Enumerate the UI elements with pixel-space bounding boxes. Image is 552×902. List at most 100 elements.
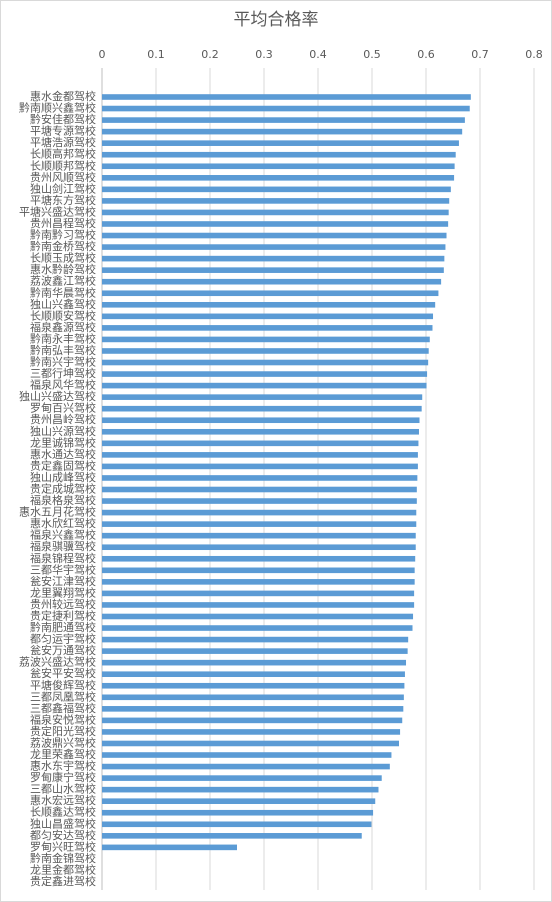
bar [102, 648, 408, 654]
bar [102, 763, 390, 770]
bar [102, 325, 433, 331]
y-tick-label: 龙里诚锦驾校 [30, 435, 96, 449]
bar [102, 475, 418, 481]
y-tick-label: 惠水通达驾校 [30, 447, 96, 461]
bar [102, 359, 429, 366]
bar [102, 244, 446, 250]
y-tick-label: 黔南黔习驾校 [30, 228, 96, 242]
y-tick-label: 平塘专源驾校 [30, 124, 96, 138]
y-tick-label: 三都华宇驾校 [30, 562, 96, 576]
bar [102, 336, 430, 343]
y-tick-label: 龙里翼翔驾校 [30, 585, 96, 599]
bar [102, 301, 436, 308]
bar [102, 590, 415, 597]
bar [102, 786, 379, 793]
bar [102, 267, 444, 273]
y-tick-label: 独山剑江驾校 [30, 181, 96, 195]
chart-title: 平均合格率 [234, 10, 319, 30]
y-tick-label: 惠水宏远驾校 [30, 793, 96, 807]
bar [102, 163, 455, 170]
y-tick-label: 平塘浩源驾校 [30, 135, 96, 149]
y-tick-label: 惠水东宇驾校 [30, 759, 96, 773]
y-tick-label: 荔波鼎兴驾校 [30, 735, 96, 749]
bar [102, 405, 422, 412]
y-tick-label: 黔南兴宇驾校 [30, 355, 96, 369]
y-tick-label: 龙里荣鑫驾校 [30, 747, 96, 761]
x-tick-label: 0.8 [525, 48, 543, 61]
bar [102, 278, 442, 285]
y-tick-label: 荔波兴盛达驾校 [19, 655, 96, 669]
y-tick-label: 贵州昌岭驾校 [30, 412, 96, 426]
bar [102, 371, 428, 377]
y-tick-label: 贵定阳光驾校 [30, 724, 96, 738]
bar [102, 209, 449, 216]
y-tick-label: 贵定成城驾校 [30, 482, 96, 496]
bar [102, 175, 455, 181]
bar [102, 613, 414, 620]
bar [102, 128, 463, 135]
y-tick-label: 三都鑫福驾校 [30, 701, 96, 715]
y-tick-label: 惠水五月花驾校 [19, 505, 96, 519]
y-tick-label: 瓮安江津驾校 [30, 574, 96, 588]
bar [102, 382, 427, 389]
bar [102, 221, 449, 227]
y-tick-label: 三都凤凰驾校 [30, 689, 96, 703]
y-tick-label: 都匀运宇驾校 [30, 632, 96, 646]
y-tick-label: 福泉格泉驾校 [30, 493, 96, 507]
bar [102, 509, 417, 516]
bar [102, 117, 465, 123]
bar [102, 602, 415, 608]
y-tick-label: 惠水欣红驾校 [30, 516, 96, 530]
y-tick-label: 黔南永丰驾校 [30, 331, 96, 345]
bar [102, 729, 401, 735]
bar [102, 313, 434, 320]
y-tick-label: 惠水黔龄驾校 [30, 262, 96, 276]
y-tick-label: 三都山水驾校 [30, 782, 96, 796]
y-tick-label: 福泉风华驾校 [30, 378, 96, 392]
y-tick-label: 荔波鑫江驾校 [30, 274, 96, 288]
bar [102, 105, 470, 112]
bar [102, 809, 374, 816]
bar [102, 682, 405, 689]
x-tick-label: 0.3 [255, 48, 273, 61]
x-tick-label: 0.1 [147, 48, 165, 61]
x-tick-label: 0.6 [417, 48, 435, 61]
bar [102, 290, 439, 297]
y-tick-label: 长顺鑫达驾校 [30, 805, 96, 819]
bar [102, 151, 456, 158]
y-tick-label: 贵定鑫固驾校 [30, 458, 96, 472]
y-tick-label: 平塘俊辉驾校 [30, 678, 96, 692]
y-tick-label: 福泉兴鑫驾校 [30, 528, 96, 542]
y-tick-label: 贵定鑫进驾校 [30, 874, 96, 888]
y-tick-label: 瓮安平安驾校 [30, 666, 96, 680]
x-tick-label: 0 [99, 48, 106, 61]
bar [102, 428, 419, 435]
bar [102, 232, 447, 239]
y-tick-label: 福泉安悦驾校 [30, 712, 96, 726]
y-tick-label: 福泉骐骥驾校 [30, 539, 96, 553]
bar [102, 417, 420, 424]
bar [102, 706, 404, 712]
y-tick-label: 长顺高邦驾校 [30, 147, 96, 161]
y-tick-label: 黔南金桥驾校 [30, 239, 96, 253]
y-tick-label: 长顺顺邦驾校 [30, 158, 96, 172]
bar [102, 579, 415, 585]
bar [102, 94, 471, 100]
y-tick-label: 罗甸百兴驾校 [30, 401, 96, 415]
y-tick-label: 贵定捷利驾校 [30, 608, 96, 622]
y-tick-label: 黔南金锦驾校 [30, 851, 96, 865]
bar [102, 821, 372, 828]
bar [102, 671, 405, 678]
x-tick-label: 0.7 [471, 48, 489, 61]
y-tick-label: 黔南弘丰驾校 [30, 343, 96, 357]
bar [102, 544, 416, 551]
y-tick-label: 龙里金都驾校 [30, 862, 96, 876]
y-tick-label: 都匀安达驾校 [30, 828, 96, 842]
bar [102, 498, 417, 504]
y-tick-label: 福泉鑫源驾校 [30, 320, 96, 334]
y-tick-label: 平塘东方驾校 [30, 193, 96, 207]
bar [102, 186, 451, 193]
y-tick-label: 福泉锦程驾校 [30, 551, 96, 565]
